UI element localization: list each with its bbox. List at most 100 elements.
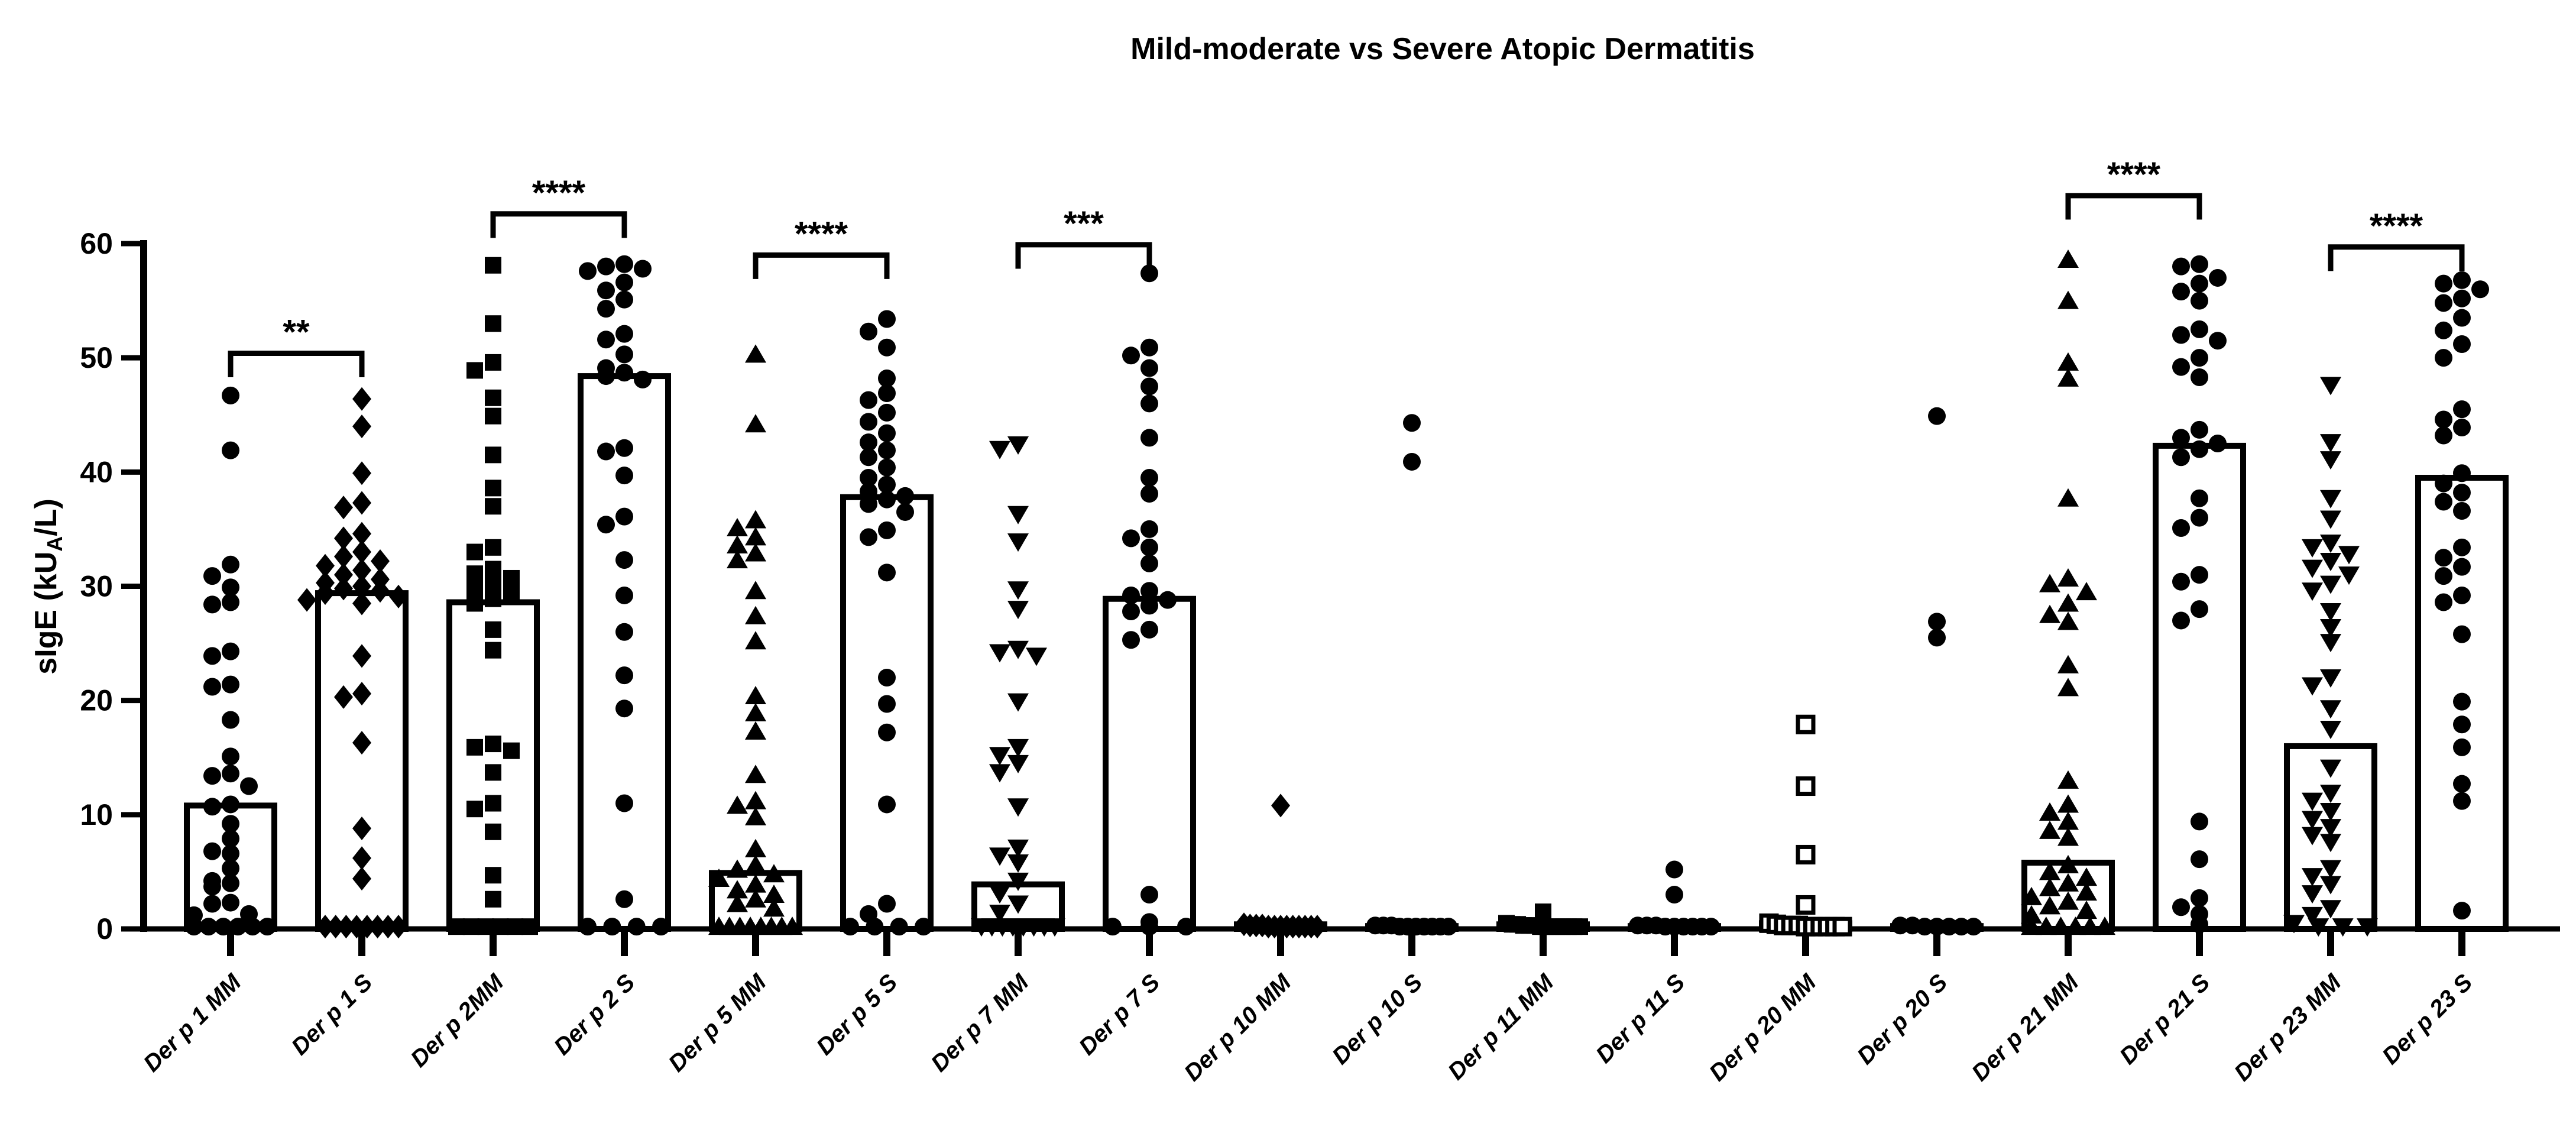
data-point: [485, 642, 501, 659]
data-point: [878, 895, 896, 913]
data-point: [203, 767, 221, 785]
data-point: [1308, 915, 1327, 939]
data-point: [466, 543, 483, 561]
data-point: [866, 918, 884, 936]
data-point: [1928, 918, 1946, 936]
data-point: [2320, 720, 2341, 739]
data-point: [2320, 860, 2341, 879]
data-point: [2320, 377, 2341, 396]
data-point: [615, 507, 633, 526]
x-tick-label: Der p 1 MM: [138, 969, 247, 1077]
data-point: [1140, 359, 1158, 377]
significance-bracket: [2065, 193, 2202, 220]
data-point: [878, 475, 896, 494]
data-point: [860, 391, 877, 409]
data-point: [597, 367, 615, 386]
data-point: [1122, 631, 1140, 649]
data-point: [745, 874, 766, 893]
data-point: [763, 885, 785, 903]
data-point: [352, 414, 371, 439]
data-point: [615, 345, 633, 364]
data-point: [2453, 625, 2471, 643]
data-point: [597, 300, 615, 318]
data-point: [222, 765, 239, 783]
data-point: [2435, 567, 2452, 585]
data-point: [745, 527, 766, 546]
data-point: [1796, 714, 1816, 734]
data-point: [466, 801, 483, 818]
data-point: [2302, 868, 2323, 887]
data-point: [2320, 603, 2341, 621]
data-point: [1007, 601, 1029, 620]
data-point: [2172, 358, 2190, 376]
y-tick-label: 10: [80, 798, 113, 831]
significance-layer: ********** ***********: [228, 156, 2465, 378]
data-point: [878, 458, 896, 477]
data-point: [2453, 464, 2471, 482]
data-point: [2302, 811, 2323, 830]
data-point: [448, 918, 465, 935]
data-point: [860, 413, 877, 431]
data-point: [2021, 916, 2042, 935]
significance-label: ****: [2370, 207, 2423, 245]
y-axis-label-sub: A: [43, 536, 67, 552]
data-point: [615, 623, 633, 641]
data-point: [615, 255, 633, 273]
y-tick-label: 0: [96, 912, 113, 945]
data-point: [2453, 502, 2471, 520]
data-point: [878, 384, 896, 403]
data-point: [1952, 918, 1971, 936]
data-point: [2453, 715, 2471, 734]
data-point: [1007, 798, 1029, 817]
data-point: [334, 526, 353, 550]
data-point: [222, 593, 239, 611]
data-point: [2039, 574, 2060, 592]
data-point: [615, 551, 633, 569]
data-point: [989, 441, 1010, 459]
data-point: [1007, 506, 1029, 524]
data-point: [878, 695, 896, 713]
data-point: [466, 595, 483, 612]
data-point: [2191, 349, 2208, 367]
data-point: [2191, 440, 2208, 458]
data-point: [2191, 274, 2208, 293]
data-point: [2076, 882, 2097, 901]
data-point: [222, 874, 239, 892]
data-point: [1140, 377, 1158, 396]
data-point: [503, 569, 520, 587]
data-point: [334, 577, 353, 601]
data-point: [1796, 844, 1816, 864]
data-point: [1403, 452, 1421, 471]
data-point: [2320, 819, 2341, 838]
data-point: [2057, 290, 2079, 309]
data-point: [745, 543, 766, 562]
data-point: [2039, 604, 2060, 623]
data-point: [229, 918, 247, 936]
data-point: [1140, 554, 1158, 572]
data-point: [466, 362, 483, 379]
data-point: [2172, 448, 2190, 467]
data-point: [2320, 834, 2341, 853]
data-point: [1965, 918, 1982, 936]
data-point: [2191, 566, 2208, 584]
data-point: [222, 859, 239, 877]
data-point: [615, 290, 633, 309]
data-point: [1940, 918, 1958, 936]
data-point: [378, 915, 398, 939]
data-point: [352, 591, 371, 616]
data-point: [615, 467, 633, 485]
significance-bracket: [2328, 244, 2465, 271]
data-point: [915, 918, 932, 936]
x-tick-label: Der p 7 MM: [926, 969, 1034, 1077]
bar: [578, 373, 671, 932]
data-point: [2057, 488, 2079, 507]
data-point: [2191, 320, 2208, 338]
data-point: [2039, 862, 2060, 880]
data-point: [352, 387, 371, 411]
data-point: [2320, 700, 2341, 719]
data-point: [627, 918, 646, 936]
data-point: [485, 764, 501, 781]
data-point: [334, 563, 353, 587]
data-point: [745, 807, 766, 825]
